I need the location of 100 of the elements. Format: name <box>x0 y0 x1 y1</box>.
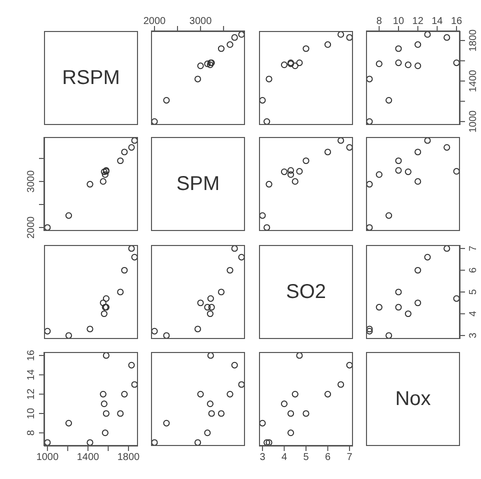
point <box>366 328 373 334</box>
x-tick-label: 2000 <box>143 16 166 27</box>
point <box>414 148 422 156</box>
x-tick-label: 3 <box>260 452 266 464</box>
point <box>264 118 270 125</box>
point <box>414 62 422 70</box>
x-tick-label: 4 <box>281 452 288 464</box>
point <box>131 381 138 388</box>
point <box>280 62 288 68</box>
point <box>346 144 353 151</box>
x-tick-label: 16 <box>450 16 463 27</box>
point <box>65 332 72 339</box>
point <box>366 76 373 82</box>
point <box>128 245 135 252</box>
point <box>395 167 402 174</box>
point <box>338 137 344 144</box>
point <box>194 326 202 332</box>
point <box>287 167 294 174</box>
point <box>264 224 270 231</box>
point <box>266 439 272 446</box>
y-tick-label: 14 <box>26 368 37 380</box>
point <box>121 390 128 398</box>
point <box>231 362 238 368</box>
point <box>296 168 303 175</box>
point <box>218 288 225 296</box>
point <box>338 31 344 38</box>
point <box>404 310 412 318</box>
point <box>44 439 51 446</box>
point <box>231 245 238 252</box>
point <box>346 362 353 368</box>
point <box>102 295 110 302</box>
point <box>424 254 431 260</box>
point <box>151 439 158 446</box>
point <box>386 212 392 219</box>
point <box>102 352 110 359</box>
point <box>163 332 170 339</box>
point <box>100 310 108 318</box>
point <box>376 304 382 311</box>
y-tick-label: 5 <box>468 288 479 295</box>
y-tick-label: 2000 <box>26 216 37 239</box>
point <box>287 410 294 417</box>
x-tick-label: 1400 <box>76 452 100 464</box>
point <box>259 420 266 426</box>
point <box>44 328 51 334</box>
point <box>444 34 450 41</box>
point <box>128 144 135 151</box>
x-tick-label: 8 <box>376 16 382 27</box>
x-tick-label: 7 <box>346 452 353 464</box>
x-tick-label: 6 <box>324 452 331 464</box>
point <box>100 300 106 306</box>
y-tick-label: 6 <box>468 267 479 274</box>
point <box>444 144 450 151</box>
point <box>414 41 422 48</box>
point <box>302 45 310 52</box>
y-tick-label: 4 <box>468 310 479 317</box>
point <box>453 60 460 66</box>
y-tick-label: 10 <box>26 408 37 420</box>
y-tick-label: 7 <box>468 245 479 252</box>
point <box>424 137 431 144</box>
point <box>264 439 270 446</box>
point <box>197 300 204 306</box>
point <box>226 390 234 398</box>
point <box>218 45 225 52</box>
point <box>117 157 124 164</box>
point <box>296 60 303 66</box>
point <box>324 390 332 398</box>
point <box>44 224 51 231</box>
point <box>302 410 310 417</box>
point <box>395 157 402 164</box>
point <box>117 288 124 296</box>
point <box>346 34 353 41</box>
point <box>395 304 402 311</box>
text: SO2 <box>286 280 326 304</box>
point <box>259 96 266 104</box>
x-tick-label: 3000 <box>189 16 212 27</box>
point <box>100 400 108 408</box>
point <box>266 180 272 188</box>
point <box>102 410 110 417</box>
point <box>121 148 128 156</box>
point <box>206 310 214 318</box>
text: RSPM <box>62 66 120 90</box>
point <box>280 400 288 408</box>
y-tick-label: 1400 <box>468 69 479 92</box>
x-tick-label: 14 <box>432 16 444 27</box>
point <box>266 76 272 82</box>
point <box>302 157 310 164</box>
point <box>287 171 294 178</box>
point <box>414 178 422 185</box>
point <box>86 180 94 188</box>
point <box>102 171 108 178</box>
point <box>414 300 422 306</box>
point <box>218 410 225 417</box>
y-tick-label: 8 <box>26 430 37 436</box>
point <box>292 62 298 70</box>
point <box>197 390 204 398</box>
point <box>117 410 124 417</box>
x-tick-label: 1800 <box>117 452 140 464</box>
point <box>204 304 211 311</box>
text: Nox <box>395 388 431 410</box>
point <box>121 266 128 274</box>
